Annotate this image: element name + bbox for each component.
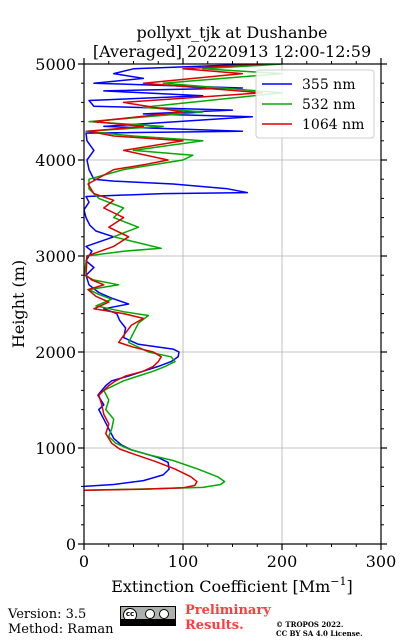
x-tick-label: 200 xyxy=(267,552,298,571)
preliminary-results-note: Preliminary Results. xyxy=(185,603,271,633)
y-tick-label: 4000 xyxy=(35,151,76,170)
x-axis-label-exponent: −1 xyxy=(330,575,346,588)
share-alike-icon xyxy=(159,609,169,619)
legend: 355 nm 532 nm 1064 nm xyxy=(255,69,375,139)
series-line-355-nm xyxy=(84,64,254,488)
attribution-icon xyxy=(145,609,155,619)
x-tick-label: 100 xyxy=(168,552,199,571)
series-line-1064-nm xyxy=(84,64,263,491)
series-layer xyxy=(84,64,283,491)
version-label: Version: 3.5 xyxy=(8,607,87,622)
cc-license-badge: cc xyxy=(120,606,176,626)
preliminary-line-2: Results. xyxy=(185,618,244,633)
legend-label-355-nm: 355 nm xyxy=(302,77,355,93)
legend-box xyxy=(255,69,375,139)
chart-subtitle: [Averaged] 20220913 12:00-12:59 xyxy=(93,42,371,61)
y-tick-label: 5000 xyxy=(35,55,76,74)
y-axis-label: Height (m) xyxy=(9,260,28,348)
method-label: Method: Raman xyxy=(8,622,114,637)
chart-title: pollyxt_tjk at Dushanbe xyxy=(136,23,327,42)
series-line-532-nm xyxy=(84,64,283,491)
plot-frame xyxy=(83,63,382,545)
preliminary-line-1: Preliminary xyxy=(185,603,271,618)
badge-bar xyxy=(121,619,175,625)
copyright-note: © TROPOS 2022. CC BY SA 4.0 License. xyxy=(276,620,363,638)
x-tick-label: 0 xyxy=(79,552,89,571)
copyright-line-2: CC BY SA 4.0 License. xyxy=(276,629,363,638)
x-axis-label-end: ] xyxy=(347,577,353,596)
x-axis-label-main: Extinction Coefficient [Mm xyxy=(111,577,330,596)
y-tick-label: 3000 xyxy=(35,247,76,266)
y-tick-label: 0 xyxy=(66,535,76,554)
y-tick-label: 1000 xyxy=(35,439,76,458)
y-tick-label: 2000 xyxy=(35,343,76,362)
legend-label-532-nm: 532 nm xyxy=(302,97,355,113)
x-tick-label: 300 xyxy=(366,552,397,571)
x-axis-label: Extinction Coefficient [Mm−1] xyxy=(111,575,353,596)
copyright-line-1: © TROPOS 2022. xyxy=(276,620,344,629)
legend-label-1064-nm: 1064 nm xyxy=(302,117,364,133)
